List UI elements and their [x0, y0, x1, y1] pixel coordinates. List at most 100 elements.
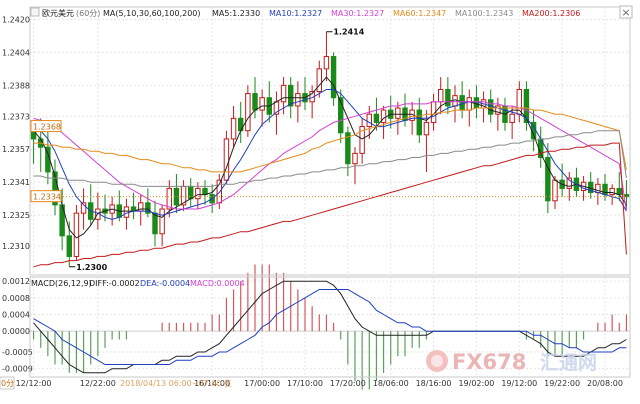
candle-body [80, 202, 87, 214]
macd-dea-line [33, 289, 627, 365]
symbol-label: 欧元美元 [42, 8, 74, 18]
candle [345, 126, 351, 177]
candle [202, 180, 208, 205]
candle-body [552, 179, 558, 202]
candle-body [395, 107, 401, 119]
candle [109, 196, 115, 226]
ma-item: MA10:1.2327 [269, 9, 322, 18]
macd-legend: MACD(26,12,9) DIFF:-0.0002 DEA:-0.0004 M… [31, 279, 245, 288]
candle [302, 77, 308, 111]
candle-body [166, 187, 172, 210]
max-price-label: 1.2414 [333, 28, 364, 37]
time-tick-label: 20/08:00 [587, 379, 623, 388]
candle-body [345, 132, 351, 165]
candle-body [52, 171, 58, 206]
candle-body [545, 156, 551, 202]
candle [80, 188, 87, 230]
ma-item: MA200:1.2306 [522, 9, 580, 18]
ma-line-ma10 [33, 89, 627, 220]
watermark-sub: 汇通网 [540, 352, 597, 374]
candle-body [566, 177, 572, 189]
price-tick-label: 1.2310 [2, 242, 30, 251]
candle-body [66, 235, 72, 257]
time-cursor-label: 2018/04/13 06:00~07:00 五 [120, 379, 232, 388]
candle-body [609, 187, 615, 196]
candle-body [452, 95, 458, 107]
candle-body [445, 88, 451, 107]
candle-body [602, 183, 608, 196]
ma-item: MA30:1.2327 [331, 9, 384, 18]
ma-item: MA100:1.2343 [455, 9, 513, 18]
candle-body [123, 206, 130, 218]
axis-layer: 1.2310 1.2325 1.2341 1.2357 1.2373 1.2388 1.24… [2, 15, 630, 388]
candle [145, 188, 151, 218]
ma-item: MA60:1.2347 [393, 9, 446, 18]
candle [359, 118, 365, 164]
candle-body [438, 88, 444, 103]
macd-tick-label: -0.0005 [2, 348, 33, 357]
candle-body [459, 95, 465, 111]
candle [323, 31, 330, 82]
candle-body [259, 97, 265, 111]
candle [138, 194, 144, 226]
candle-body [359, 126, 365, 154]
candle-body [280, 84, 287, 103]
time-tick-label: 12/12:00 [16, 379, 52, 388]
legend-toggle-icon[interactable] [30, 7, 40, 17]
candle [245, 85, 251, 137]
current-price-box [30, 190, 62, 203]
candle-body [295, 93, 301, 107]
candle [466, 89, 473, 127]
candle [188, 178, 194, 207]
ma-params-label: MA(5,10,30,60,100,200) [103, 9, 201, 18]
candle [380, 105, 387, 139]
price-tick-label: 1.2341 [2, 178, 30, 187]
candle [316, 60, 323, 98]
time-tick-label: 19/12:00 [501, 379, 537, 388]
ma-line-ma200 [33, 142, 627, 268]
time-tick-label: 12/22:00 [80, 379, 116, 388]
macd-diff-line [33, 280, 627, 374]
candle-body [230, 117, 237, 140]
candle-body [145, 202, 151, 214]
left-price-label: 1.2368 [33, 123, 61, 132]
price-tick-label: 1.2373 [2, 112, 30, 121]
fx678-watermark: FX678 汇通网 [426, 350, 597, 374]
candle [230, 105, 237, 148]
candle-body [288, 84, 294, 107]
macd-tick-label: 0.0000 [2, 327, 30, 336]
candle-body [416, 109, 423, 136]
candle [180, 180, 187, 212]
macd-panel-frame [29, 276, 631, 378]
price-panel-frame [29, 6, 631, 276]
ma-line-ma60 [33, 107, 627, 173]
price-tick-label: 1.2357 [2, 145, 30, 154]
candle-body [488, 99, 494, 115]
close-button[interactable]: × [619, 5, 633, 19]
candle-body [466, 97, 473, 111]
close-icon[interactable]: × [621, 6, 630, 19]
candle-body [245, 93, 251, 132]
candle [88, 184, 94, 226]
period-label: (60分) [76, 9, 100, 18]
candle [259, 89, 265, 127]
candle-body [195, 187, 201, 200]
price-tick-label: 1.2388 [2, 81, 30, 90]
candle [52, 159, 58, 216]
candle [438, 77, 444, 115]
candle-body [152, 212, 158, 235]
price-tick-label: 1.2404 [2, 48, 30, 57]
candle-body [323, 55, 330, 70]
macd-panel [30, 264, 630, 390]
unit-label: 0分 [1, 379, 14, 388]
time-tick-label: 16/14:00 [194, 379, 230, 388]
candle-body [373, 113, 380, 123]
macd-tick-label: 0.0008 [2, 294, 30, 303]
candle-body [366, 113, 373, 128]
candle [559, 163, 565, 197]
candle-body [73, 212, 80, 257]
candle [495, 97, 501, 131]
candle-body [380, 109, 387, 123]
